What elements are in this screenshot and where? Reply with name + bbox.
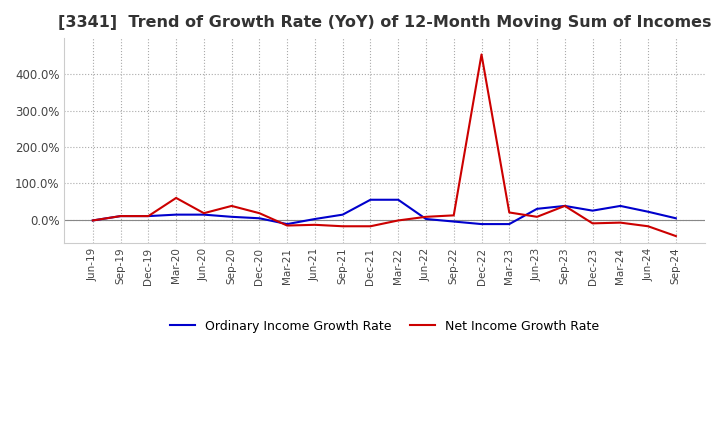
- Net Income Growth Rate: [283, 223, 292, 228]
- Net Income Growth Rate: [255, 211, 264, 216]
- Ordinary Income Growth Rate: [477, 221, 486, 227]
- Net Income Growth Rate: [672, 234, 680, 239]
- Ordinary Income Growth Rate: [172, 212, 181, 217]
- Net Income Growth Rate: [310, 222, 319, 227]
- Ordinary Income Growth Rate: [588, 208, 597, 213]
- Ordinary Income Growth Rate: [310, 216, 319, 222]
- Net Income Growth Rate: [366, 224, 375, 229]
- Net Income Growth Rate: [394, 218, 402, 223]
- Line: Ordinary Income Growth Rate: Ordinary Income Growth Rate: [93, 200, 676, 224]
- Ordinary Income Growth Rate: [672, 216, 680, 221]
- Net Income Growth Rate: [199, 211, 208, 216]
- Ordinary Income Growth Rate: [644, 209, 652, 214]
- Net Income Growth Rate: [338, 224, 347, 229]
- Net Income Growth Rate: [477, 52, 486, 57]
- Ordinary Income Growth Rate: [560, 203, 569, 209]
- Net Income Growth Rate: [172, 195, 181, 201]
- Net Income Growth Rate: [89, 218, 97, 223]
- Ordinary Income Growth Rate: [533, 206, 541, 212]
- Ordinary Income Growth Rate: [144, 213, 153, 219]
- Net Income Growth Rate: [616, 220, 625, 225]
- Net Income Growth Rate: [644, 224, 652, 229]
- Net Income Growth Rate: [449, 213, 458, 218]
- Ordinary Income Growth Rate: [394, 197, 402, 202]
- Ordinary Income Growth Rate: [255, 216, 264, 221]
- Net Income Growth Rate: [116, 213, 125, 219]
- Net Income Growth Rate: [505, 210, 513, 215]
- Ordinary Income Growth Rate: [505, 221, 513, 227]
- Net Income Growth Rate: [144, 213, 153, 219]
- Ordinary Income Growth Rate: [199, 212, 208, 217]
- Title: [3341]  Trend of Growth Rate (YoY) of 12-Month Moving Sum of Incomes: [3341] Trend of Growth Rate (YoY) of 12-…: [58, 15, 711, 30]
- Net Income Growth Rate: [228, 203, 236, 209]
- Ordinary Income Growth Rate: [616, 203, 625, 209]
- Ordinary Income Growth Rate: [116, 213, 125, 219]
- Net Income Growth Rate: [588, 221, 597, 226]
- Net Income Growth Rate: [422, 214, 431, 220]
- Ordinary Income Growth Rate: [422, 216, 431, 222]
- Ordinary Income Growth Rate: [89, 218, 97, 223]
- Legend: Ordinary Income Growth Rate, Net Income Growth Rate: Ordinary Income Growth Rate, Net Income …: [165, 315, 604, 338]
- Ordinary Income Growth Rate: [283, 221, 292, 227]
- Ordinary Income Growth Rate: [338, 212, 347, 217]
- Ordinary Income Growth Rate: [366, 197, 375, 202]
- Line: Net Income Growth Rate: Net Income Growth Rate: [93, 55, 676, 236]
- Ordinary Income Growth Rate: [228, 214, 236, 220]
- Ordinary Income Growth Rate: [449, 219, 458, 224]
- Net Income Growth Rate: [560, 203, 569, 209]
- Net Income Growth Rate: [533, 214, 541, 220]
